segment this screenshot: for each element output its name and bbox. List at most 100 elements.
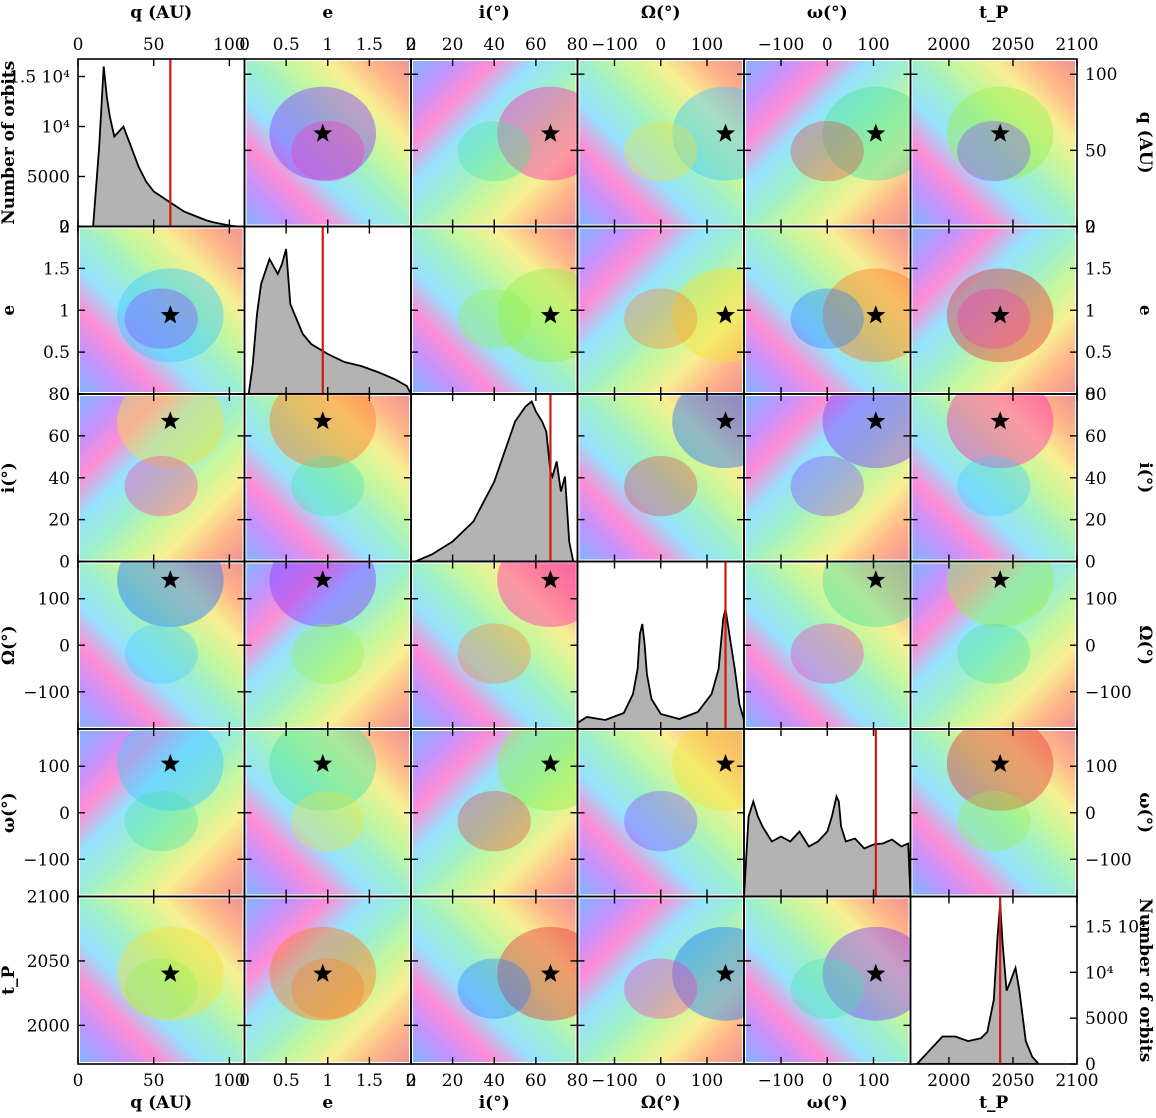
right-tick-label: 1 xyxy=(1085,301,1096,321)
bottom-tick-label: 0 xyxy=(655,1071,666,1091)
best-fit-star xyxy=(716,123,735,142)
density-q-i xyxy=(413,61,576,225)
best-fit-star xyxy=(313,753,333,772)
panel-tp-Omega xyxy=(576,895,745,1065)
best-fit-star xyxy=(866,411,886,430)
density-tp-q xyxy=(80,898,243,1062)
panel-Omega-e xyxy=(243,560,412,730)
panel-e-q xyxy=(77,225,246,395)
bottom-tick-label: 100 xyxy=(213,1071,245,1091)
panel-q-tp xyxy=(909,58,1078,228)
best-fit-star xyxy=(866,305,886,324)
bottom-tick-label: 0 xyxy=(239,1071,250,1091)
panel-omega-tp xyxy=(909,728,1078,898)
bottom-tick-label: 60 xyxy=(525,1071,547,1091)
bottom-axis-title: i(°) xyxy=(479,1093,510,1113)
best-fit-star xyxy=(540,570,560,589)
panel-omega-Omega xyxy=(576,728,745,898)
panel-Omega-q xyxy=(77,560,246,730)
best-fit-star xyxy=(160,963,180,982)
bottom-axis-title: q (AU) xyxy=(130,1093,192,1113)
bottom-tick-label: 0 xyxy=(406,1071,417,1091)
bottom-tick-label: 1.5 xyxy=(356,1071,383,1091)
bottom-axis-title: e xyxy=(322,1093,333,1113)
left-axis-title: t_P xyxy=(0,965,19,994)
right-tick-label: 0 xyxy=(1085,1055,1096,1075)
best-fit-star xyxy=(990,570,1010,589)
right-tick-label: 1.5 xyxy=(1085,259,1112,279)
density-tp-Omega xyxy=(579,898,742,1062)
top-tick-label: 2 xyxy=(406,35,417,55)
best-fit-star xyxy=(990,305,1010,324)
best-fit-star xyxy=(160,753,180,772)
density-e-omega xyxy=(746,228,909,392)
bottom-tick-label: 100 xyxy=(691,1071,723,1091)
left-tick-label: 0.5 xyxy=(43,343,70,363)
top-tick-label: 1 xyxy=(322,35,333,55)
panel-omega-i xyxy=(410,728,579,898)
bottom-axis-title: Ω(°) xyxy=(641,1093,681,1113)
top-axis-title: Ω(°) xyxy=(641,3,681,23)
right-tick-label: 1.5 10⁴ xyxy=(1085,918,1146,938)
panel-omega-q xyxy=(77,728,246,898)
panel-Omega-Omega xyxy=(576,560,745,730)
top-tick-label: 50 xyxy=(143,35,165,55)
panel-tp-i xyxy=(410,895,579,1065)
right-tick-label: 100 xyxy=(1085,757,1117,777)
left-tick-label: 20 xyxy=(48,511,70,531)
best-fit-star xyxy=(540,305,560,324)
best-fit-star xyxy=(313,123,333,142)
density-tp-omega xyxy=(746,898,909,1062)
top-tick-label: 2050 xyxy=(991,35,1034,55)
histogram-tp xyxy=(915,903,1040,1064)
top-axis-title: q (AU) xyxy=(130,3,192,23)
density-i-q xyxy=(80,396,243,560)
bottom-tick-label: 20 xyxy=(442,1071,464,1091)
top-tick-label: 1.5 xyxy=(356,35,383,55)
left-tick-label: 100 xyxy=(38,757,70,777)
best-fit-star xyxy=(990,753,1010,772)
left-axis-title: Ω(°) xyxy=(0,625,19,665)
density-tp-i xyxy=(413,898,576,1062)
top-tick-label: 100 xyxy=(691,35,723,55)
left-tick-label: 0 xyxy=(59,804,70,824)
panel-e-i xyxy=(410,225,579,395)
panel-omega-e xyxy=(243,728,412,898)
histogram-omega xyxy=(744,793,911,897)
best-fit-star xyxy=(160,305,180,324)
panel-tp-e xyxy=(243,895,412,1065)
top-tick-label: 0 xyxy=(406,35,417,55)
density-q-Omega xyxy=(579,61,742,225)
best-fit-star xyxy=(540,753,560,772)
histogram-Omega xyxy=(577,608,744,729)
best-fit-star xyxy=(540,123,560,142)
right-tick-label: 20 xyxy=(1085,511,1107,531)
right-tick-label: 50 xyxy=(1085,141,1107,161)
left-tick-label: 60 xyxy=(48,427,70,447)
left-tick-label: 0 xyxy=(59,553,70,573)
density-e-Omega xyxy=(579,228,742,392)
density-Omega-e xyxy=(246,563,409,727)
right-tick-label: 80 xyxy=(1085,385,1107,405)
density-i-e xyxy=(246,396,409,560)
best-fit-star xyxy=(716,411,735,430)
panel-Omega-omega xyxy=(743,560,912,730)
top-tick-label: 0 xyxy=(822,35,833,55)
left-tick-label: 5000 xyxy=(27,168,70,188)
right-axis-title: e xyxy=(1135,305,1155,316)
top-tick-label: 0 xyxy=(655,35,666,55)
bottom-tick-label: −100 xyxy=(758,1071,805,1091)
right-tick-label: 100 xyxy=(1085,590,1117,610)
left-tick-label: 40 xyxy=(48,469,70,489)
left-axis-title: i(°) xyxy=(0,462,19,493)
bottom-tick-label: 80 xyxy=(567,1071,589,1091)
left-tick-label: 10⁴ xyxy=(42,118,71,138)
best-fit-star xyxy=(990,123,1010,142)
right-axis-title: Ω(°) xyxy=(1135,625,1155,665)
panel-e-e xyxy=(243,225,412,395)
panel-q-omega xyxy=(743,58,912,228)
histogram-e xyxy=(247,248,411,394)
top-tick-label: 0 xyxy=(239,35,250,55)
